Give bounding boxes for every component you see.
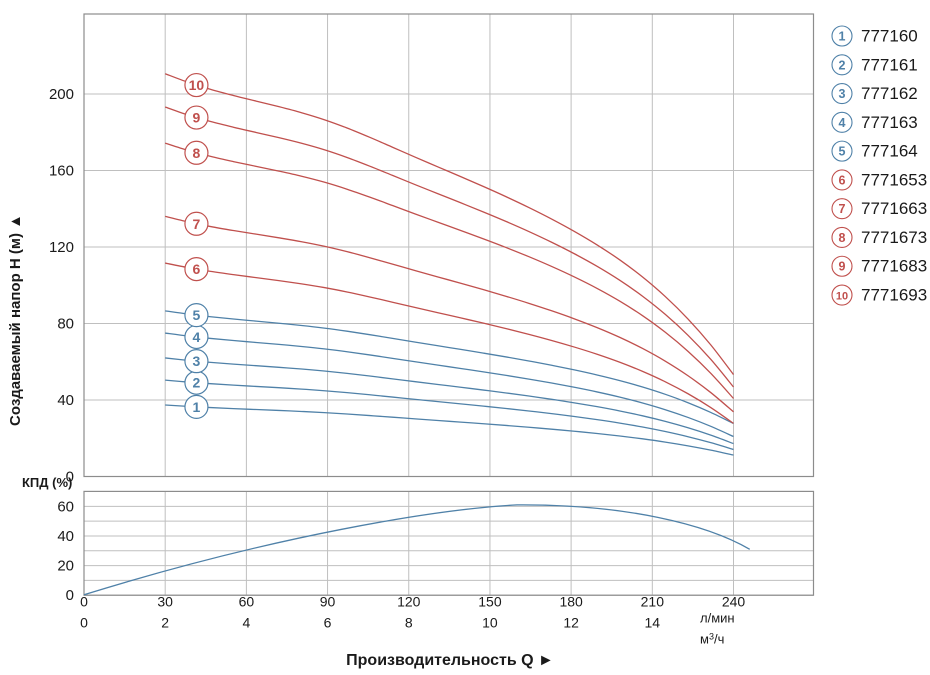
svg-text:777163: 777163 xyxy=(861,113,918,132)
svg-text:4: 4 xyxy=(242,614,250,630)
svg-text:777162: 777162 xyxy=(861,84,918,103)
svg-text:160: 160 xyxy=(49,163,74,180)
svg-text:200: 200 xyxy=(49,86,74,103)
svg-text:1: 1 xyxy=(193,399,201,415)
svg-text:Создаваемый напор Н (м) ▲: Создаваемый напор Н (м) ▲ xyxy=(7,214,24,426)
svg-text:777161: 777161 xyxy=(861,55,918,74)
svg-text:7: 7 xyxy=(839,202,846,216)
svg-text:180: 180 xyxy=(559,593,583,609)
svg-text:9: 9 xyxy=(193,110,201,126)
svg-text:7771693: 7771693 xyxy=(861,286,927,305)
svg-text:6: 6 xyxy=(193,261,201,277)
svg-text:12: 12 xyxy=(563,614,579,630)
svg-text:0: 0 xyxy=(80,614,88,630)
svg-text:80: 80 xyxy=(57,316,74,333)
svg-text:0: 0 xyxy=(66,587,74,604)
svg-text:120: 120 xyxy=(397,593,421,609)
svg-text:8: 8 xyxy=(405,614,413,630)
svg-text:20: 20 xyxy=(57,558,74,575)
svg-text:40: 40 xyxy=(57,392,74,409)
svg-text:2: 2 xyxy=(839,58,846,72)
svg-text:10: 10 xyxy=(482,614,498,630)
svg-text:90: 90 xyxy=(320,593,336,609)
svg-text:60: 60 xyxy=(239,593,255,609)
svg-text:777160: 777160 xyxy=(861,27,918,46)
svg-text:8: 8 xyxy=(193,145,201,161)
svg-text:9: 9 xyxy=(839,260,846,274)
svg-text:5: 5 xyxy=(193,307,201,323)
svg-text:30: 30 xyxy=(157,593,173,609)
svg-text:8: 8 xyxy=(839,231,846,245)
svg-text:5: 5 xyxy=(839,145,846,159)
svg-text:6: 6 xyxy=(839,173,846,187)
svg-text:7771683: 7771683 xyxy=(861,257,927,276)
svg-text:10: 10 xyxy=(189,77,205,93)
svg-text:1: 1 xyxy=(839,30,846,44)
svg-text:2: 2 xyxy=(161,614,169,630)
svg-text:Производительность Q ►: Производительность Q ► xyxy=(346,652,554,669)
svg-text:3: 3 xyxy=(839,87,846,101)
svg-text:14: 14 xyxy=(645,614,661,630)
svg-text:3: 3 xyxy=(193,353,201,369)
svg-text:10: 10 xyxy=(836,291,848,303)
svg-text:4: 4 xyxy=(839,116,846,130)
svg-text:777164: 777164 xyxy=(861,142,918,161)
svg-text:2: 2 xyxy=(193,375,201,391)
svg-text:60: 60 xyxy=(57,498,74,515)
svg-text:7771673: 7771673 xyxy=(861,228,927,247)
svg-text:120: 120 xyxy=(49,239,74,256)
svg-text:л/мин: л/мин xyxy=(700,611,735,626)
svg-text:7: 7 xyxy=(193,216,201,232)
svg-text:210: 210 xyxy=(641,593,665,609)
svg-text:7771663: 7771663 xyxy=(861,199,927,218)
svg-text:40: 40 xyxy=(57,528,74,545)
svg-text:КПД (%): КПД (%) xyxy=(22,475,72,490)
svg-text:150: 150 xyxy=(478,593,502,609)
svg-text:0: 0 xyxy=(80,593,88,609)
svg-text:7771653: 7771653 xyxy=(861,170,927,189)
svg-text:240: 240 xyxy=(722,593,746,609)
svg-text:4: 4 xyxy=(193,329,201,345)
svg-text:6: 6 xyxy=(324,614,332,630)
